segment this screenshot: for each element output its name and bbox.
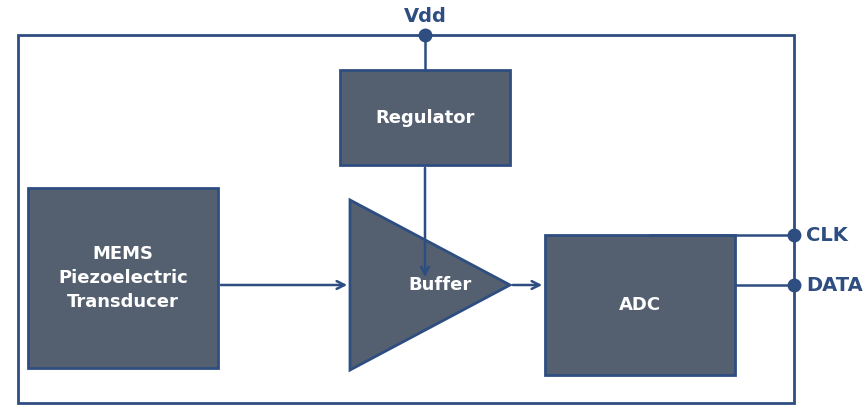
- Text: Vdd: Vdd: [404, 8, 447, 26]
- FancyBboxPatch shape: [340, 70, 510, 165]
- Text: MEMS
Piezoelectric
Transducer: MEMS Piezoelectric Transducer: [58, 246, 188, 310]
- Text: CLK: CLK: [806, 225, 848, 245]
- Text: Regulator: Regulator: [375, 109, 475, 127]
- Text: Buffer: Buffer: [409, 276, 472, 294]
- Text: DATA: DATA: [806, 276, 863, 295]
- Text: ADC: ADC: [619, 296, 661, 314]
- FancyBboxPatch shape: [28, 188, 218, 368]
- FancyBboxPatch shape: [545, 235, 735, 375]
- Polygon shape: [350, 200, 510, 370]
